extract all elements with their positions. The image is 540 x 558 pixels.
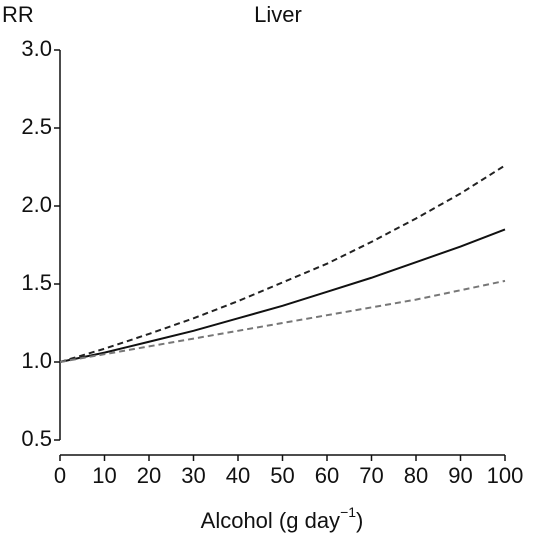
x-tick-label: 50 [270, 463, 294, 488]
x-tick-label: 90 [448, 463, 472, 488]
x-tick-label: 80 [404, 463, 428, 488]
series-line [59, 228, 506, 363]
y-tick-label: 1.0 [21, 348, 52, 373]
y-tick-label: 3.0 [21, 36, 52, 61]
x-tick-label: 30 [181, 463, 205, 488]
x-tick-label: 10 [92, 463, 116, 488]
x-tick-label: 60 [315, 463, 339, 488]
series-line [59, 164, 506, 363]
x-label-suffix: ) [356, 508, 363, 533]
y-axis-label: RR [2, 2, 34, 27]
y-tick-label: 1.5 [21, 270, 52, 295]
series-line [59, 279, 506, 363]
chart-title: Liver [254, 2, 302, 27]
y-tick-label: 2.0 [21, 192, 52, 217]
x-axis-label: Alcohol (g day−1) [201, 504, 364, 533]
x-tick-label: 100 [487, 463, 524, 488]
x-tick-label: 0 [54, 463, 66, 488]
x-tick-label: 40 [226, 463, 250, 488]
x-label-text: Alcohol (g day [201, 508, 340, 533]
x-tick-label: 20 [137, 463, 161, 488]
y-tick-label: 0.5 [21, 426, 52, 451]
x-label-sup: −1 [340, 504, 356, 520]
x-tick-label: 70 [359, 463, 383, 488]
y-tick-label: 2.5 [21, 114, 52, 139]
